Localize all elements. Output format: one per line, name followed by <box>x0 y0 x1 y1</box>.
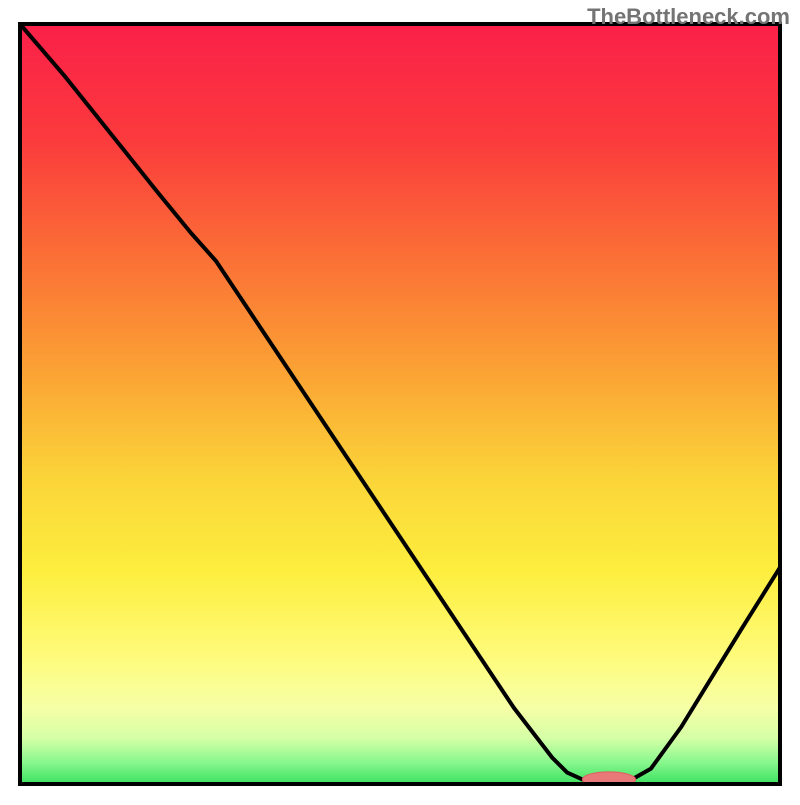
bottleneck-chart <box>0 0 800 800</box>
gradient-background <box>20 24 780 784</box>
chart-canvas <box>0 0 800 800</box>
watermark-text: TheBottleneck.com <box>587 4 790 30</box>
